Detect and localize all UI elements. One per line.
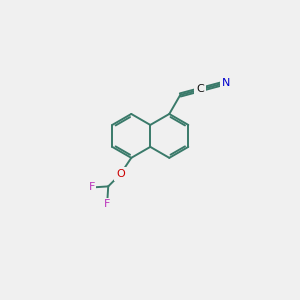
Text: C: C [196,84,204,94]
Text: N: N [221,78,230,88]
Text: F: F [104,199,110,209]
Text: O: O [116,169,125,179]
Text: F: F [88,182,95,193]
